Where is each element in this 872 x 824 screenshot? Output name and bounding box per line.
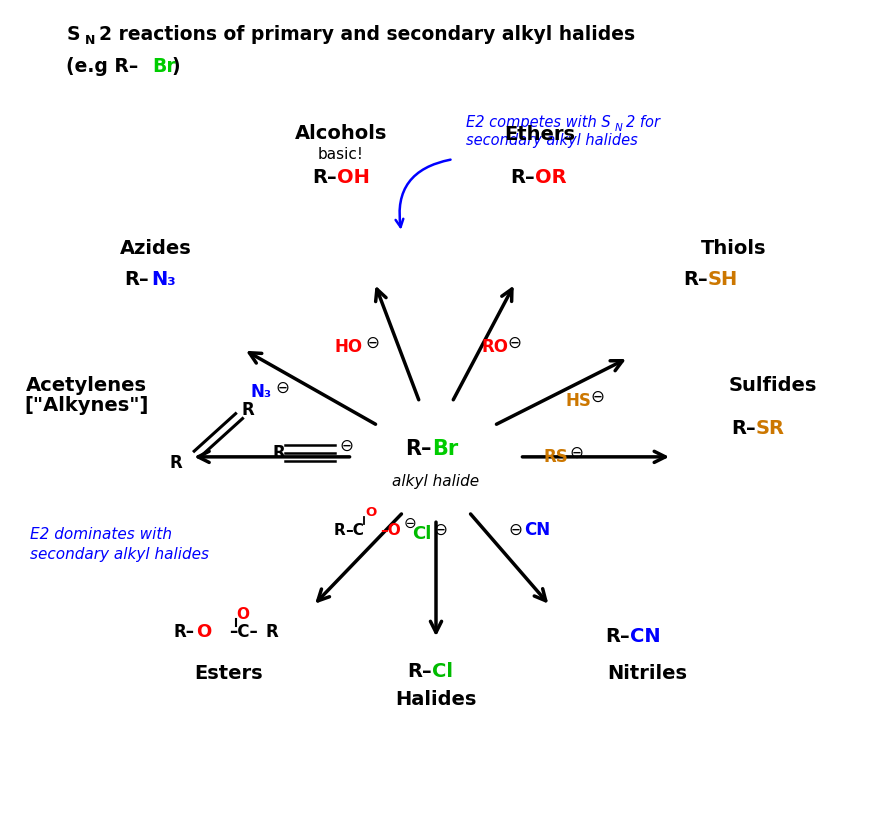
- Text: ⊖: ⊖: [339, 438, 353, 455]
- Text: 2 for: 2 for: [626, 115, 660, 130]
- Text: CN: CN: [524, 522, 550, 539]
- Text: RS: RS: [544, 448, 569, 466]
- Text: Esters: Esters: [194, 663, 263, 682]
- Text: S: S: [66, 25, 80, 44]
- Text: O: O: [236, 606, 249, 622]
- Text: R: R: [266, 623, 279, 641]
- Text: O: O: [196, 623, 211, 641]
- Text: ⊖: ⊖: [276, 378, 290, 396]
- Text: HO: HO: [335, 338, 363, 356]
- Text: Sulfides: Sulfides: [729, 377, 817, 396]
- Text: R–: R–: [124, 269, 148, 288]
- Text: R–: R–: [312, 167, 337, 186]
- Text: ⊖: ⊖: [508, 522, 522, 539]
- Text: OR: OR: [535, 167, 567, 186]
- Text: CN: CN: [630, 627, 661, 646]
- Text: basic!: basic!: [318, 147, 364, 162]
- Text: secondary alkyl halides: secondary alkyl halides: [467, 133, 638, 147]
- Text: Halides: Halides: [395, 691, 477, 709]
- Text: ["Alkynes"]: ["Alkynes"]: [24, 396, 148, 415]
- Text: Thiols: Thiols: [701, 239, 766, 259]
- Text: R–: R–: [407, 662, 432, 681]
- Text: ⊖: ⊖: [569, 444, 582, 461]
- Text: –O: –O: [380, 522, 400, 538]
- Text: Alcohols: Alcohols: [295, 124, 387, 143]
- Text: Acetylenes: Acetylenes: [25, 377, 146, 396]
- Text: ⊖: ⊖: [365, 334, 379, 352]
- Text: R–: R–: [174, 623, 194, 641]
- Text: R: R: [334, 522, 345, 538]
- Text: R–: R–: [405, 438, 432, 459]
- Text: N: N: [85, 35, 96, 47]
- Text: Nitriles: Nitriles: [608, 663, 688, 682]
- Text: (e.g R–: (e.g R–: [66, 57, 139, 76]
- Text: 2 reactions of primary and secondary alkyl halides: 2 reactions of primary and secondary alk…: [99, 25, 636, 44]
- Text: –C: –C: [345, 522, 364, 538]
- Text: E2 dominates with: E2 dominates with: [30, 527, 172, 542]
- Text: –C–: –C–: [228, 623, 257, 641]
- Text: RO: RO: [481, 338, 508, 356]
- Text: ): ): [172, 57, 181, 76]
- Text: O: O: [365, 506, 377, 519]
- Text: HS: HS: [566, 392, 591, 410]
- Text: ⊖: ⊖: [433, 522, 447, 539]
- Text: R: R: [242, 400, 255, 419]
- Text: E2 competes with S: E2 competes with S: [467, 115, 611, 130]
- Text: Ethers: Ethers: [504, 125, 576, 144]
- Text: SR: SR: [755, 419, 785, 438]
- Text: N: N: [615, 123, 623, 133]
- Text: Cl: Cl: [432, 662, 453, 681]
- Text: alkyl halide: alkyl halide: [392, 474, 480, 489]
- Text: Br: Br: [432, 438, 458, 459]
- Text: R–: R–: [606, 627, 630, 646]
- Text: Cl: Cl: [412, 526, 432, 543]
- Text: R–: R–: [684, 269, 708, 288]
- Text: R: R: [169, 454, 182, 472]
- Text: ⊖: ⊖: [403, 517, 416, 531]
- Text: R: R: [272, 444, 285, 461]
- Text: ⊖: ⊖: [508, 334, 521, 352]
- Text: ⊖: ⊖: [590, 388, 604, 406]
- Text: Azides: Azides: [119, 239, 191, 259]
- Text: R–: R–: [511, 167, 535, 186]
- Text: N₃: N₃: [251, 382, 272, 400]
- Text: R–: R–: [731, 419, 755, 438]
- Text: N₃: N₃: [151, 269, 175, 288]
- Text: Br: Br: [153, 57, 176, 76]
- Text: SH: SH: [708, 269, 739, 288]
- Text: OH: OH: [337, 167, 370, 186]
- Text: secondary alkyl halides: secondary alkyl halides: [30, 547, 209, 562]
